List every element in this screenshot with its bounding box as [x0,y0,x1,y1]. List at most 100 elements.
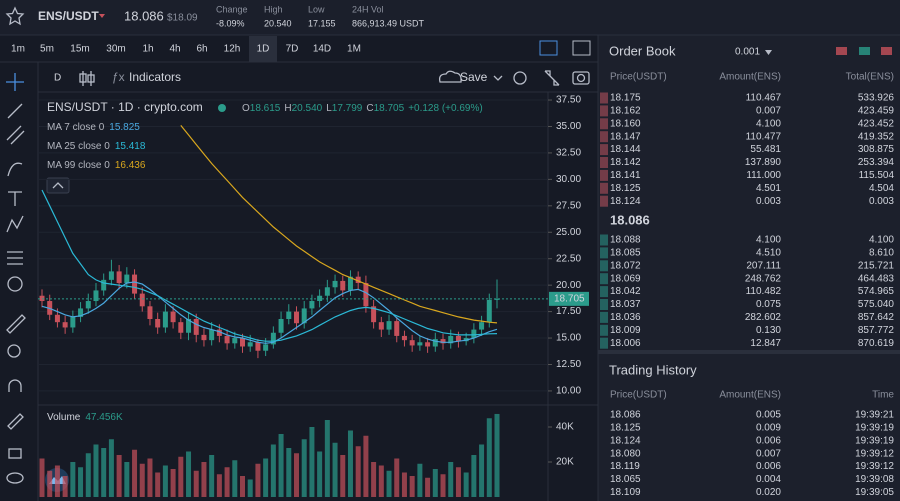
timeframe-tab[interactable]: 4h [169,44,180,55]
symbol[interactable]: ENS/USDT [38,9,99,23]
candle-body [386,321,392,330]
column-header: Price(USDT) [610,390,667,401]
trade-cell: 0.006 [756,435,781,446]
precision-select[interactable]: 0.001 [735,47,760,58]
snapshot-icon[interactable] [572,71,590,85]
book-last-price: 18.086 [610,212,650,227]
magnet-tool[interactable] [8,379,22,392]
candle-body [232,338,238,344]
visibility-tool[interactable] [6,472,24,484]
ohlc-value: 17.799 [332,103,363,114]
timeframe-tab[interactable]: 1M [347,44,361,55]
ma-name: MA 7 close 0 [47,122,105,133]
timeframe-tab[interactable]: 1m [11,44,25,55]
volume-bar [394,458,400,497]
text-tool[interactable] [8,191,22,206]
view-both[interactable] [836,47,847,55]
volume-bar [255,463,261,497]
book-cell: 423.452 [858,118,895,129]
book-cell: 574.965 [858,286,895,297]
book-cell: 18.069 [610,273,641,284]
volume-bar [286,447,292,497]
candle-body [455,335,461,342]
depth-bar [600,182,608,194]
volume-bar [432,468,438,497]
timeframe-tab[interactable]: 14D [313,44,331,55]
volume-bar [293,453,299,497]
book-cell: 18.147 [610,131,641,142]
candle-body [247,342,253,347]
prediction-tool[interactable] [7,251,23,265]
cloud-icon[interactable] [438,70,462,83]
indicators-button[interactable]: Indicators [129,70,181,84]
ohlc-key: O [242,103,250,114]
top-bar [0,0,900,35]
emoji-tool[interactable] [7,276,23,292]
volume-bar [401,472,407,497]
ohlc-key: C [366,103,373,114]
view-asks[interactable] [881,47,892,55]
pattern-tool[interactable] [6,215,24,233]
ruler-tool[interactable] [6,314,26,334]
timeframe-tab[interactable]: 1h [142,44,153,55]
depth-icon[interactable] [572,40,591,56]
volume-bar [301,439,307,497]
timeframe-tab[interactable]: 15m [70,44,89,55]
high: 20.540 [264,18,292,28]
save-button[interactable]: Save [460,70,488,84]
fullscreen-icon[interactable] [544,70,560,86]
volume-bar [263,458,269,497]
candle-body [240,338,246,347]
candle-body [147,306,153,320]
volume-value: 47.456K [85,412,123,423]
dropdown-icon[interactable] [99,14,105,18]
dropdown-icon[interactable] [493,75,503,81]
timeframe-tab[interactable]: 12h [224,44,241,55]
candle-body [116,271,122,284]
book-cell: 4.100 [756,235,781,246]
volume-bar [93,444,99,497]
book-cell: 18.009 [610,325,641,336]
active-tab [249,36,277,62]
trend-line-tool[interactable] [7,103,23,119]
fx-icon[interactable]: ƒx [112,70,125,84]
ohlc-value: 18.615 [250,103,281,114]
depth-bar [600,337,608,349]
volume-24h: 866,913.49 USDT [352,18,425,28]
ma-line [180,125,498,324]
settings-icon[interactable] [513,71,527,85]
dropdown-icon[interactable] [765,50,772,55]
candle-body [108,271,114,280]
candle-body [186,319,192,333]
label: 24H Vol [352,4,384,14]
timeframe-tab[interactable]: 1D [257,44,270,55]
lock-tool[interactable] [8,448,22,459]
timeframe-tab[interactable]: 5m [40,44,54,55]
view-bids[interactable] [859,47,870,55]
book-cell: 4.504 [869,183,894,194]
interval-button[interactable]: D [54,73,61,84]
volume-bar [425,477,431,497]
favorite-icon[interactable] [5,6,25,26]
candle-body [139,293,145,307]
timeframe-tab[interactable]: 6h [196,44,207,55]
last-price-box [549,291,589,306]
volume-bar [78,467,84,497]
timeframe-tab[interactable]: 30m [106,44,125,55]
brush-tool[interactable] [7,162,23,177]
trade-cell: 0.007 [756,448,781,459]
chart-style-icon[interactable] [539,40,558,56]
volume-tick-label: 40K [556,422,574,433]
crosshair-tool[interactable] [6,73,24,91]
collapse-button[interactable] [46,177,70,194]
candle-type-icon[interactable] [79,71,95,86]
candle-body [440,339,446,344]
volume-bar [101,447,107,497]
book-cell: 282.602 [745,312,782,323]
timeframe-tab[interactable]: 7D [286,44,299,55]
zoom-tool[interactable] [7,344,21,358]
volume-bar [340,454,346,497]
lock-draw-tool[interactable] [7,413,24,430]
fib-tool[interactable] [6,125,25,145]
candle-body [216,329,222,336]
